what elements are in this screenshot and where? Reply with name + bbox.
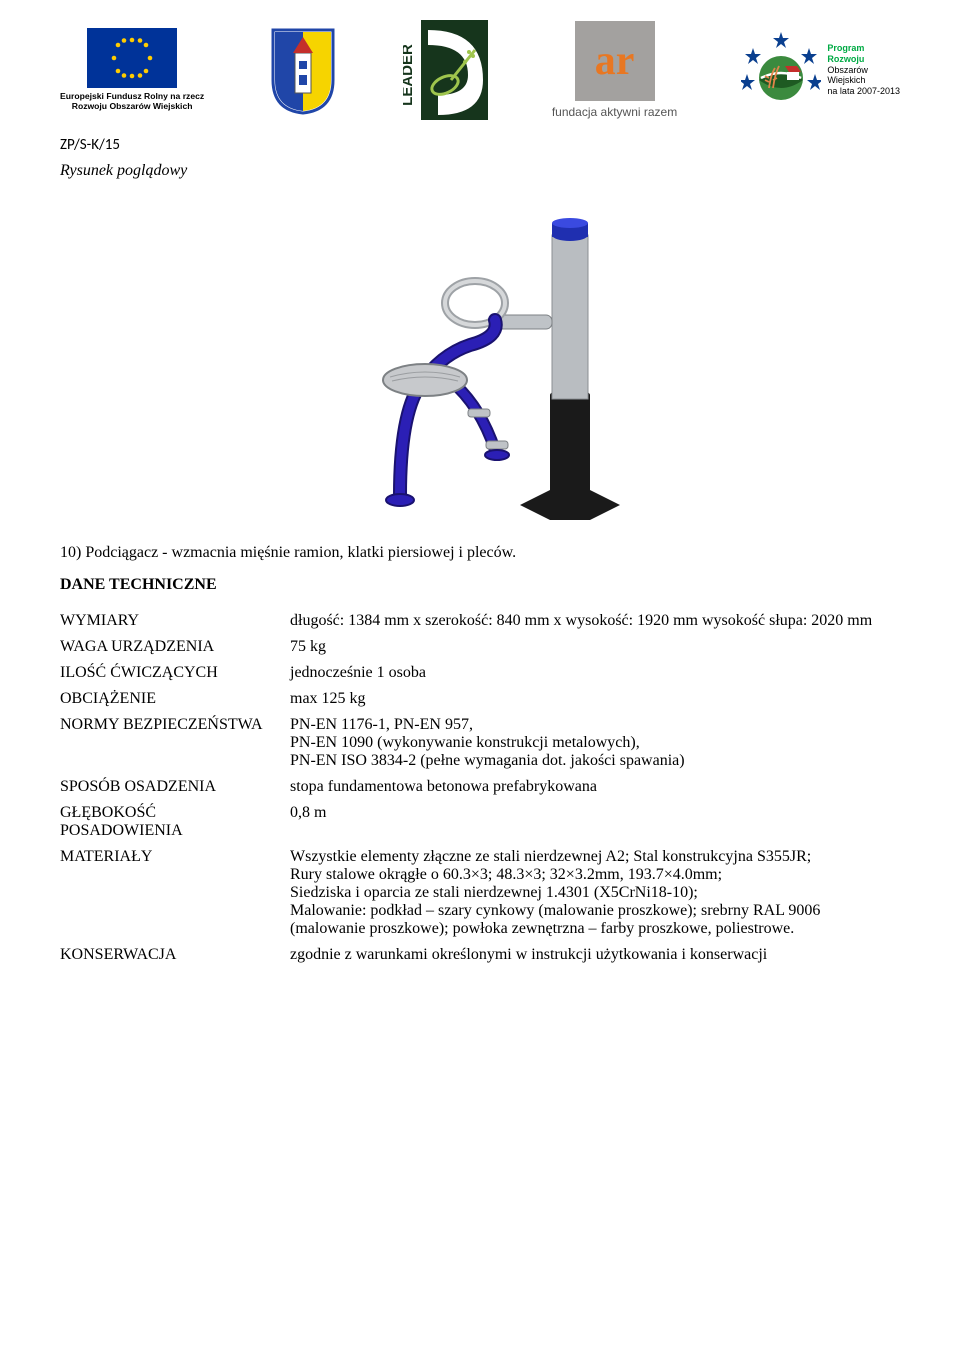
logo-eu: Europejski Fundusz Rolny na rzecz Rozwoj… (60, 28, 204, 112)
equipment-drawing (300, 195, 660, 525)
value-obciazenie: max 125 kg (290, 686, 900, 712)
value-materialy: Wszystkie elementy złączne ze stali nier… (290, 844, 900, 942)
label-konserwacja: KONSERWACJA (60, 942, 290, 968)
row-wymiary: WYMIARY długość: 1384 mm x szerokość: 84… (60, 608, 900, 634)
value-glebokosc: 0,8 m (290, 800, 900, 844)
row-materialy: MATERIAŁY Wszystkie elementy złączne ze … (60, 844, 900, 942)
label-normy: NORMY BEZPIECZEŃSTWA (60, 712, 290, 774)
eu-caption: Europejski Fundusz Rolny na rzecz Rozwoj… (60, 92, 204, 112)
logo-prow: Program Rozwoju Obszarów Wiejskich na la… (741, 30, 900, 110)
label-waga: WAGA URZĄDZENIA (60, 634, 290, 660)
doc-code: ZP/S-K/15 (60, 136, 900, 154)
row-normy: NORMY BEZPIECZEŃSTWA PN-EN 1176-1, PN-EN… (60, 712, 900, 774)
logo-leader: LEADER (403, 20, 488, 120)
leader-icon: LEADER (403, 20, 488, 120)
label-obciazenie: OBCIĄŻENIE (60, 686, 290, 712)
prow-line-2: Obszarów (827, 65, 868, 75)
prow-line-0: Program (827, 43, 900, 54)
row-obciazenie: OBCIĄŻENIE max 125 kg (60, 686, 900, 712)
row-glebokosc: GŁĘBOKOŚĆ POSADOWIENIA 0,8 m (60, 800, 900, 844)
prow-text-block: Program Rozwoju Obszarów Wiejskich na la… (827, 43, 900, 97)
ar-text: ar (595, 37, 635, 85)
row-waga: WAGA URZĄDZENIA 75 kg (60, 634, 900, 660)
label-wymiary: WYMIARY (60, 608, 290, 634)
eu-caption-line1: Europejski Fundusz Rolny na rzecz (60, 91, 204, 101)
row-konserwacja: KONSERWACJA zgodnie z warunkami określon… (60, 942, 900, 968)
value-normy: PN-EN 1176-1, PN-EN 957, PN-EN 1090 (wyk… (290, 712, 900, 774)
prow-line-4: na lata 2007-2013 (827, 86, 900, 96)
shield-icon (268, 25, 338, 115)
section-head: DANE TECHNICZNE (60, 576, 900, 594)
drawing-title: Rysunek poglądowy (60, 162, 900, 180)
row-ilosc: ILOŚĆ ĆWICZĄCYCH jednocześnie 1 osoba (60, 660, 900, 686)
value-konserwacja: zgodnie z warunkami określonymi w instru… (290, 942, 900, 968)
value-wymiary: długość: 1384 mm x szerokość: 840 mm x w… (290, 608, 900, 634)
prow-line-1: Rozwoju (827, 54, 900, 65)
row-osadzenie: SPOSÓB OSADZENIA stopa fundamentowa beto… (60, 774, 900, 800)
drawing-area (60, 190, 900, 530)
prow-badge-icon (741, 30, 821, 110)
label-materialy: MATERIAŁY (60, 844, 290, 942)
specs-table: WYMIARY długość: 1384 mm x szerokość: 84… (60, 608, 900, 968)
prow-line-3: Wiejskich (827, 75, 865, 85)
logo-ar: ar fundacja aktywni razem (552, 21, 677, 119)
header-logos: Europejski Fundusz Rolny na rzecz Rozwoj… (60, 20, 900, 120)
eu-flag-icon (87, 28, 177, 88)
value-ilosc: jednocześnie 1 osoba (290, 660, 900, 686)
ar-mark-icon: ar (575, 21, 655, 101)
value-osadzenie: stopa fundamentowa betonowa prefabrykowa… (290, 774, 900, 800)
value-waga: 75 kg (290, 634, 900, 660)
leader-text: LEADER (403, 44, 416, 106)
logo-shield (268, 25, 338, 115)
label-osadzenie: SPOSÓB OSADZENIA (60, 774, 290, 800)
eu-caption-line2: Rozwoju Obszarów Wiejskich (72, 101, 193, 111)
label-glebokosc: GŁĘBOKOŚĆ POSADOWIENIA (60, 800, 290, 844)
ar-caption: fundacja aktywni razem (552, 105, 677, 119)
item-description: 10) Podciągacz - wzmacnia mięśnie ramion… (60, 544, 900, 562)
label-ilosc: ILOŚĆ ĆWICZĄCYCH (60, 660, 290, 686)
